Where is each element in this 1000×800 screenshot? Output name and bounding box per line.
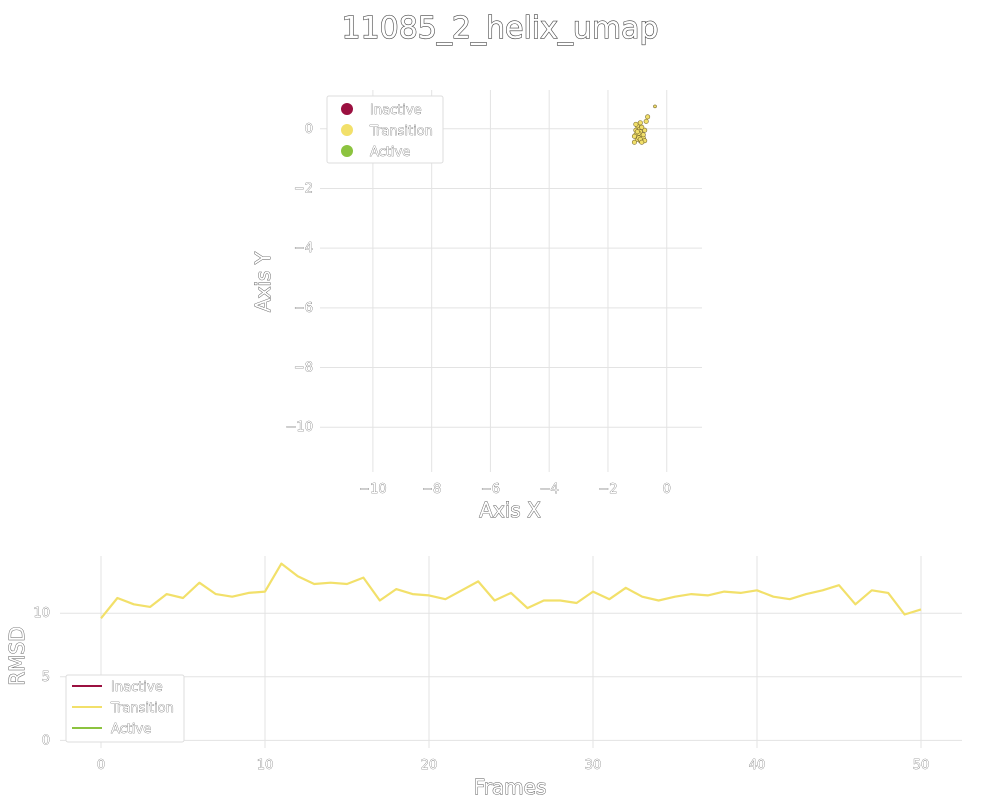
scatter-point — [642, 127, 648, 133]
scatter-x-tick-label: −6 — [481, 482, 500, 497]
scatter-point — [653, 104, 657, 109]
scatter-legend-label: Transition — [369, 124, 433, 139]
scatter-x-tick-label: −2 — [598, 482, 617, 497]
scatter-legend-label: Inactive — [370, 103, 422, 118]
line-legend-label: Active — [111, 722, 151, 737]
scatter-y-tick-label: −10 — [286, 420, 313, 435]
scatter-legend: Inactive Transition Active — [326, 95, 444, 164]
line-x-ticks: 0 10 20 30 40 50 — [97, 758, 930, 774]
line-x-axis-label: Frames — [474, 775, 547, 799]
scatter-x-ticks: −10 −8 −6 −4 −2 0 — [359, 482, 671, 498]
scatter-point — [637, 120, 643, 126]
scatter-x-tick-label: −10 — [359, 482, 386, 497]
scatter-point — [639, 139, 645, 145]
line-x-tick-label: 40 — [749, 758, 766, 773]
line-legend: Inactive Transition Active — [65, 674, 185, 743]
scatter-x-axis-label: Axis X — [479, 498, 541, 522]
scatter-y-tick-label: −2 — [294, 181, 313, 196]
line-y-tick-label: 5 — [42, 670, 50, 685]
scatter-legend-marker — [341, 145, 353, 157]
scatter-y-tick-label: −4 — [294, 241, 313, 256]
rmsd-line-transition — [100, 562, 922, 619]
scatter-x-tick-label: 0 — [663, 482, 671, 497]
line-x-tick-label: 50 — [913, 758, 930, 773]
scatter-legend-marker — [341, 103, 353, 115]
line-x-tick-label: 30 — [585, 758, 602, 773]
scatter-point — [640, 132, 646, 138]
umap-scatter-panel: −10 −8 −6 −4 −2 0 0−2−4−6−8−10 Axis X Axis Y … — [251, 90, 702, 522]
line-y-axis-label: RMSD — [5, 626, 29, 685]
scatter-x-tick-label: −4 — [540, 482, 559, 497]
scatter-point — [631, 139, 637, 145]
scatter-point — [645, 114, 651, 120]
line-series — [100, 562, 922, 619]
line-x-tick-label: 20 — [421, 758, 438, 773]
figure-title: 11085_2_helix_umap — [341, 11, 658, 46]
scatter-point — [631, 133, 637, 139]
scatter-legend-marker — [341, 124, 353, 136]
line-y-tick-label: 10 — [33, 606, 50, 621]
scatter-point — [634, 129, 640, 135]
scatter-point — [633, 121, 639, 127]
scatter-points — [631, 104, 657, 145]
scatter-legend-box — [326, 95, 444, 164]
scatter-x-tick-label: −8 — [422, 482, 441, 497]
scatter-y-axis-label: Axis Y — [251, 251, 275, 312]
scatter-y-tick-label: −6 — [294, 301, 313, 316]
line-x-tick-label: 10 — [257, 758, 274, 773]
line-y-tick-label: 0 — [42, 733, 50, 748]
scatter-point — [639, 124, 645, 130]
rmsd-line-panel: 0 10 20 30 40 50 0 5 10 Frames RMSD Inactive Tra… — [5, 556, 962, 799]
line-y-ticks: 0 5 10 — [33, 606, 50, 749]
scatter-legend-label: Active — [370, 145, 410, 160]
scatter-y-ticks: 0 −2 −4 −6 −8 −10 — [285, 121, 313, 435]
scatter-y-tick-label: −8 — [294, 361, 313, 376]
line-legend-label: Transition — [110, 701, 174, 716]
line-gridlines — [60, 556, 962, 748]
line-legend-label: Inactive — [111, 680, 163, 695]
scatter-point — [643, 118, 649, 124]
line-x-tick-label: 0 — [97, 758, 105, 773]
scatter-y-tick-label: 0 — [305, 122, 313, 137]
line-legend-box — [65, 674, 185, 743]
